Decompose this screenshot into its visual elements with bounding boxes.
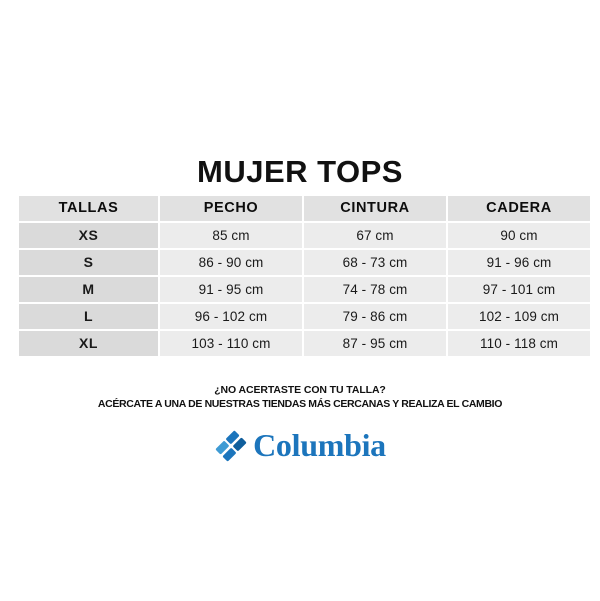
- cell-size: XL: [19, 331, 158, 356]
- cell-cintura: 87 - 95 cm: [304, 331, 446, 356]
- page-title: MUJER TOPS: [197, 153, 403, 189]
- column-header-cintura: CINTURA: [304, 196, 446, 221]
- cell-pecho: 91 - 95 cm: [160, 277, 302, 302]
- cell-size: L: [19, 304, 158, 329]
- column-header-tallas: TALLAS: [19, 196, 158, 221]
- footer-instruction: ACÉRCATE A UNA DE NUESTRAS TIENDAS MÁS C…: [97, 398, 503, 410]
- cell-size: M: [19, 277, 158, 302]
- cell-cadera: 91 - 96 cm: [448, 250, 590, 275]
- brand-name: Columbia: [253, 427, 386, 463]
- cell-cadera: 90 cm: [448, 223, 590, 248]
- table-row: XL 103 - 110 cm 87 - 95 cm 110 - 118 cm: [19, 331, 590, 356]
- cell-cintura: 74 - 78 cm: [304, 277, 446, 302]
- table-row: M 91 - 95 cm 74 - 78 cm 97 - 101 cm: [19, 277, 590, 302]
- cell-pecho: 103 - 110 cm: [160, 331, 302, 356]
- table-header: TALLAS PECHO CINTURA CADERA: [19, 196, 590, 221]
- cell-size: S: [19, 250, 158, 275]
- footer-question: ¿NO ACERTASTE CON TU TALLA?: [214, 384, 386, 396]
- column-header-pecho: PECHO: [160, 196, 302, 221]
- table-body: XS 85 cm 67 cm 90 cm S 86 - 90 cm 68 - 7…: [19, 223, 590, 356]
- cell-cintura: 68 - 73 cm: [304, 250, 446, 275]
- cell-pecho: 86 - 90 cm: [160, 250, 302, 275]
- size-chart-table: TALLAS PECHO CINTURA CADERA XS 85 cm 67 …: [17, 194, 592, 358]
- column-header-cadera: CADERA: [448, 196, 590, 221]
- table-header-row: TALLAS PECHO CINTURA CADERA: [19, 196, 590, 221]
- cell-size: XS: [19, 223, 158, 248]
- cell-pecho: 85 cm: [160, 223, 302, 248]
- cell-cadera: 97 - 101 cm: [448, 277, 590, 302]
- brand-logo: Columbia: [0, 427, 600, 463]
- cell-cadera: 102 - 109 cm: [448, 304, 590, 329]
- table-row: S 86 - 90 cm 68 - 73 cm 91 - 96 cm: [19, 250, 590, 275]
- table-row: L 96 - 102 cm 79 - 86 cm 102 - 109 cm: [19, 304, 590, 329]
- cell-cadera: 110 - 118 cm: [448, 331, 590, 356]
- cell-cintura: 67 cm: [304, 223, 446, 248]
- table-row: XS 85 cm 67 cm 90 cm: [19, 223, 590, 248]
- cell-pecho: 96 - 102 cm: [160, 304, 302, 329]
- columbia-diamond-pinwheel-icon: [216, 430, 247, 462]
- cell-cintura: 79 - 86 cm: [304, 304, 446, 329]
